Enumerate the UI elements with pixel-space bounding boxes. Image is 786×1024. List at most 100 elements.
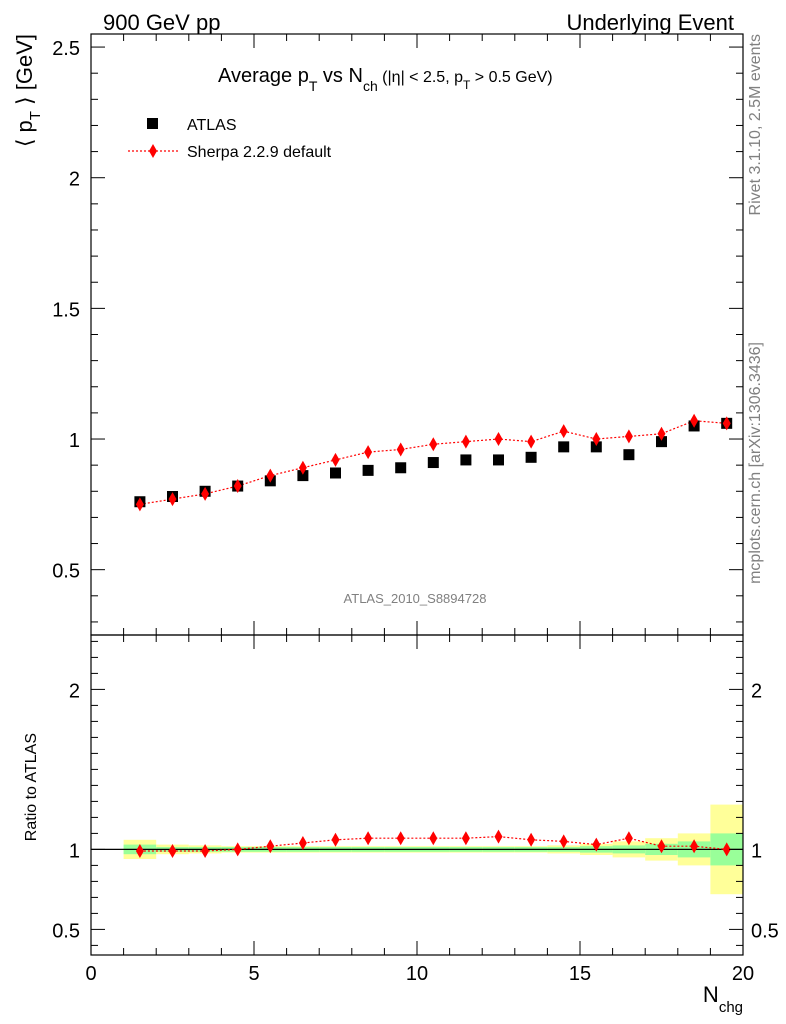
ratio-data-point bbox=[396, 831, 405, 846]
mc-data-point bbox=[266, 468, 275, 483]
ratio-data-point bbox=[233, 842, 242, 857]
mc-data-point bbox=[527, 434, 536, 449]
atlas-data-point bbox=[330, 467, 341, 479]
atlas-data-point bbox=[493, 454, 504, 466]
ratio-data-point bbox=[624, 831, 633, 846]
ratio-data-point bbox=[331, 832, 340, 847]
x-axis-label: Nchg bbox=[703, 982, 743, 1016]
side-text-top: Rivet 3.1.10, 2.5M events bbox=[747, 34, 764, 215]
title-part-d: > 0.5 GeV) bbox=[470, 69, 552, 86]
main-x-ticks bbox=[90, 34, 744, 635]
ratio-data-point bbox=[298, 836, 307, 850]
title-sub-c: T bbox=[463, 78, 471, 92]
legend-marker-mc bbox=[149, 144, 157, 158]
main-y-tick-label: 1.5 bbox=[52, 299, 80, 321]
mc-data-point bbox=[690, 413, 699, 428]
mc-data-point bbox=[592, 432, 601, 447]
atlas-data-point bbox=[395, 462, 407, 474]
side-text-bottom: mcplots.cern.ch [arXiv:1306.3436] bbox=[747, 342, 764, 584]
analysis-watermark: ATLAS_2010_S8894728 bbox=[344, 591, 487, 606]
main-plot-panel: 0.5 1 1.5 2 2.5 Average pT vs Nch (|η| < 2.5… bbox=[12, 33, 744, 636]
legend-label-mc: Sherpa 2.2.9 default bbox=[187, 144, 332, 161]
chart-title: Average pT vs Nch (|η| < 2.5, pT > 0.5 G… bbox=[218, 65, 553, 94]
mc-data-point bbox=[298, 460, 307, 475]
x-tick-label: 5 bbox=[248, 963, 259, 985]
atlas-data-point bbox=[525, 451, 537, 463]
ratio-data-point bbox=[690, 839, 699, 854]
ratio-data-point bbox=[364, 831, 373, 846]
atlas-data-point bbox=[427, 457, 439, 469]
mc-data-point bbox=[201, 486, 210, 501]
ratio-data-point bbox=[429, 831, 438, 846]
ylabel-sub: T bbox=[27, 111, 44, 120]
mc-data-point bbox=[168, 492, 177, 507]
ratio-data-points bbox=[135, 829, 731, 858]
xlabel-part-a: N bbox=[703, 982, 719, 1007]
ratio-plot-frame bbox=[90, 634, 744, 956]
atlas-data-point bbox=[590, 441, 602, 453]
mc-data-point bbox=[722, 416, 731, 431]
ratio-data-point bbox=[657, 839, 666, 854]
main-y-tick-label: 0.5 bbox=[52, 561, 80, 583]
header-right: Underlying Event bbox=[566, 10, 734, 35]
mc-data-point bbox=[331, 452, 340, 467]
ratio-y-tick-label-right: 1 bbox=[751, 840, 762, 862]
legend-label-atlas: ATLAS bbox=[187, 117, 237, 134]
ratio-data-point bbox=[559, 834, 568, 849]
ratio-data-point bbox=[168, 844, 177, 858]
ratio-y-tick-label: 1 bbox=[69, 840, 80, 862]
ratio-y-axis-label: Ratio to ATLAS bbox=[23, 733, 40, 841]
atlas-data-point bbox=[656, 436, 667, 448]
mc-data-point bbox=[135, 497, 144, 512]
x-tick-label: 15 bbox=[569, 963, 591, 985]
atlas-data-point bbox=[623, 449, 635, 461]
ratio-data-point bbox=[494, 829, 503, 844]
x-tick-label: 10 bbox=[406, 963, 428, 985]
main-data-points bbox=[134, 413, 733, 512]
ratio-y-tick-label-right: 2 bbox=[751, 680, 762, 702]
ylabel-part-a: ⟨ p bbox=[12, 120, 37, 147]
ratio-plot-panel: 0.5 0.5 1 1 2 2 0 5 10 15 20 Ratio to ATLAS Nchg bbox=[23, 634, 779, 1016]
mc-data-point bbox=[396, 442, 405, 457]
ratio-data-point bbox=[592, 837, 601, 852]
atlas-data-point bbox=[558, 441, 570, 453]
x-tick-label: 20 bbox=[732, 963, 754, 985]
atlas-data-point bbox=[297, 470, 309, 482]
ratio-data-point bbox=[722, 842, 731, 857]
atlas-data-point bbox=[362, 464, 374, 476]
mc-data-point bbox=[429, 437, 438, 452]
ratio-y-tick-label-right: 0.5 bbox=[751, 920, 779, 942]
atlas-data-point bbox=[460, 454, 472, 466]
ratio-data-point bbox=[201, 844, 210, 858]
ratio-data-point bbox=[461, 831, 470, 846]
main-y-tick-label: 2.5 bbox=[52, 38, 80, 60]
mc-data-point bbox=[559, 424, 568, 439]
ratio-y-tick-label: 0.5 bbox=[52, 920, 80, 942]
title-part-b: vs N bbox=[317, 65, 363, 87]
header-left: 900 GeV pp bbox=[103, 10, 220, 35]
title-part-a: Average p bbox=[218, 65, 309, 87]
main-y-axis-label: ⟨ pT ⟩ [GeV] bbox=[12, 34, 44, 147]
legend-marker-atlas bbox=[147, 118, 158, 129]
x-tick-label: 0 bbox=[85, 963, 96, 985]
ratio-x-ticks: 0 5 10 15 20 bbox=[85, 635, 754, 985]
mc-data-point bbox=[233, 479, 242, 494]
ratio-y-ticks: 0.5 0.5 1 1 2 2 bbox=[52, 640, 779, 946]
mc-data-point bbox=[624, 429, 633, 444]
title-sub-b: ch bbox=[363, 78, 378, 94]
mc-data-point bbox=[494, 432, 503, 447]
mc-data-point bbox=[461, 434, 470, 449]
ratio-data-point bbox=[135, 844, 144, 858]
title-sub-a: T bbox=[309, 78, 318, 94]
xlabel-sub: chg bbox=[719, 999, 743, 1016]
legend: ATLAS Sherpa 2.2.9 default bbox=[128, 117, 332, 161]
main-y-ticks: 0.5 1 1.5 2 2.5 bbox=[52, 38, 743, 623]
main-y-tick-label: 2 bbox=[69, 169, 80, 191]
ratio-y-tick-label: 2 bbox=[69, 680, 80, 702]
mc-data-point bbox=[657, 426, 666, 441]
mc-data-point bbox=[364, 445, 373, 460]
ratio-data-point bbox=[266, 839, 275, 854]
main-y-tick-label: 1 bbox=[69, 430, 80, 452]
ratio-data-point bbox=[527, 832, 536, 847]
